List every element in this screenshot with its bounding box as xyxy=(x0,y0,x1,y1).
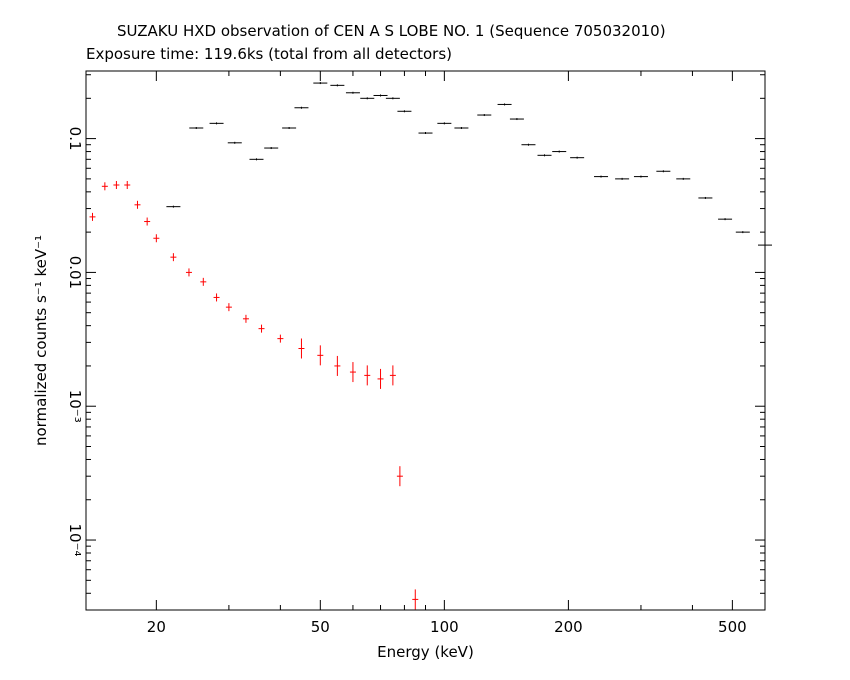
y-tick-label: 0.01 xyxy=(66,256,84,289)
x-tick-label: 500 xyxy=(718,618,747,636)
y-axis-label: normalized counts s⁻¹ keV⁻¹ xyxy=(32,235,50,446)
y-tick-label: 10⁻⁴ xyxy=(66,524,84,557)
x-axis-label: Energy (keV) xyxy=(377,643,474,661)
y-tick-label: 10⁻³ xyxy=(66,390,84,423)
x-tick-label: 200 xyxy=(554,618,583,636)
chart-title: SUZAKU HXD observation of CEN A S LOBE N… xyxy=(117,22,666,40)
x-tick-label: 100 xyxy=(430,618,459,636)
x-tick-label: 50 xyxy=(311,618,330,636)
chart-subtitle: Exposure time: 119.6ks (total from all d… xyxy=(86,45,453,63)
plot-frame xyxy=(85,70,766,611)
y-tick-label: 0.1 xyxy=(66,127,84,151)
x-tick-label: 20 xyxy=(147,618,166,636)
